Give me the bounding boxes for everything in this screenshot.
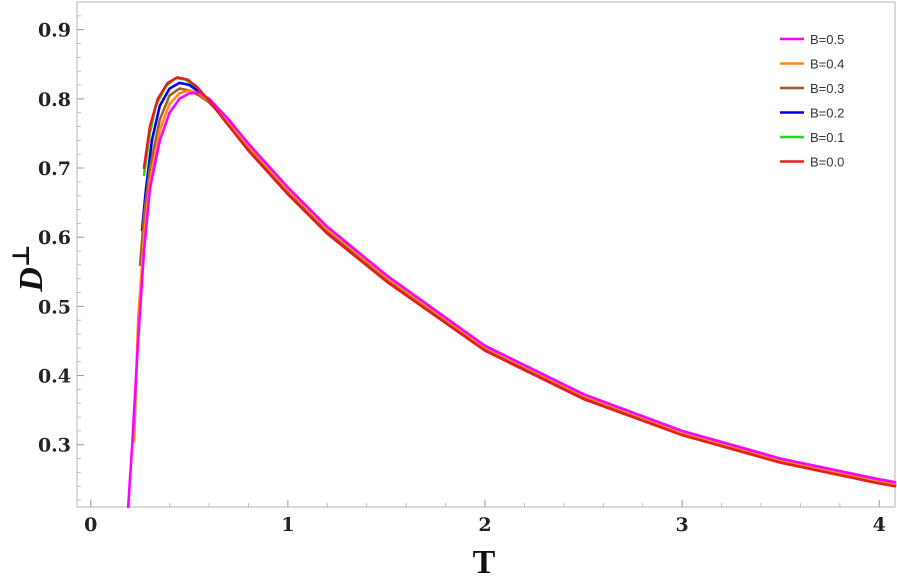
y-tick-label: 0.3 <box>38 435 71 457</box>
y-axis-title-group: D⊥ <box>9 244 50 293</box>
legend-label: B=0.4 <box>810 57 844 72</box>
y-axis-title-superscript: ⊥ <box>9 244 35 267</box>
series-line-b-0-5 <box>126 91 897 509</box>
x-tick-label: 0 <box>84 514 97 536</box>
y-axis: 0.3 0.4 0.5 0.6 0.7 0.8 0.9 <box>38 15 84 501</box>
series-line-b-0-2 <box>140 81 897 487</box>
y-axis-title: D⊥ <box>9 244 50 293</box>
x-axis: 0 1 2 3 4 <box>84 500 886 536</box>
y-tick-label: 0.5 <box>38 296 71 318</box>
legend-label: B=0.3 <box>810 81 844 96</box>
x-tick-label: 3 <box>676 514 689 536</box>
y-tick-label: 0.8 <box>38 89 71 111</box>
legend-label: B=0.1 <box>810 130 844 145</box>
legend-label: B=0.5 <box>810 32 844 47</box>
series-line-b-0-1 <box>142 76 897 487</box>
series-line-b-0-0 <box>142 76 897 488</box>
series-line-b-0-4 <box>132 89 897 485</box>
y-tick-label: 0.6 <box>38 227 71 249</box>
x-tick-label: 1 <box>281 514 294 536</box>
y-tick-label: 0.7 <box>38 158 71 180</box>
y-tick-label: 0.4 <box>38 366 71 388</box>
plot-frame <box>76 1 896 508</box>
series-layer <box>126 76 897 509</box>
legend-label: B=0.0 <box>810 155 844 170</box>
legend: B=0.5 B=0.4 B=0.3 B=0.2 B=0.1 B=0.0 <box>780 32 844 170</box>
x-tick-label: 2 <box>478 514 491 536</box>
y-tick-label: 0.9 <box>38 20 71 42</box>
y-axis-title-main: D <box>13 267 50 293</box>
legend-label: B=0.2 <box>810 106 844 121</box>
x-tick-label: 4 <box>873 514 886 536</box>
x-axis-title: T <box>473 544 496 581</box>
